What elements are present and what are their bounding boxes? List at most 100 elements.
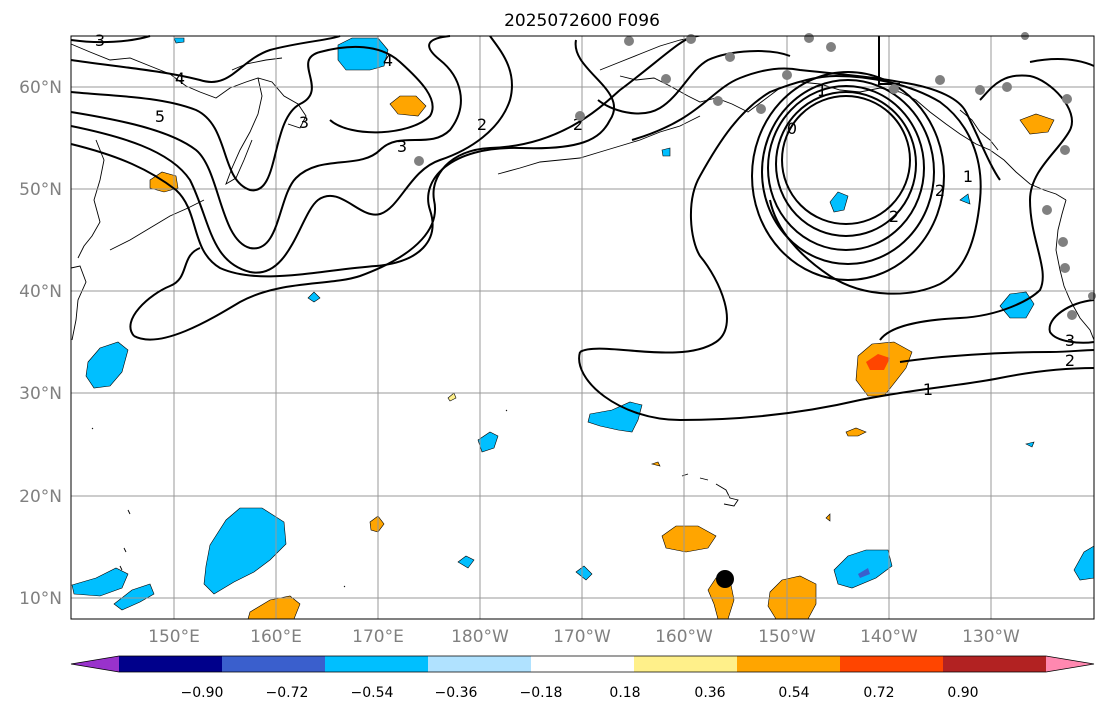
neg-anomaly-patch bbox=[959, 193, 971, 205]
contour-label: 2 bbox=[1065, 351, 1075, 370]
colorbar: −0.90 −0.72 −0.54 −0.36 −0.18 0.18 0.36 … bbox=[70, 655, 1095, 701]
contour-label: 0 bbox=[787, 119, 797, 138]
lat-tick-label: 50°N bbox=[19, 180, 62, 200]
station-dot bbox=[1058, 237, 1068, 247]
colorbar-tick-label: 0.54 bbox=[778, 685, 809, 701]
colorbar-tick-label: −0.18 bbox=[520, 685, 563, 701]
lat-tick-label: 60°N bbox=[19, 78, 62, 98]
contour-label: 3 bbox=[397, 137, 407, 156]
pos-anomaly-core bbox=[866, 354, 890, 370]
contour-label: 2 bbox=[935, 181, 945, 200]
coastline-asia bbox=[70, 43, 307, 129]
pos-anomaly-patch bbox=[650, 461, 661, 467]
contour-line bbox=[1048, 299, 1095, 344]
lon-tick-label: 140°W bbox=[860, 627, 918, 647]
contour-label: 3 bbox=[1065, 331, 1075, 350]
colorbar-segment bbox=[840, 656, 944, 672]
contour-label: 1 bbox=[963, 167, 973, 186]
colorbar-tick-label: −0.72 bbox=[266, 685, 309, 701]
contour-label: 2 bbox=[477, 115, 487, 134]
lon-axis-labels: 150°E 160°E 170°E 180°W 170°W 160°W 150°… bbox=[148, 627, 1020, 647]
lat-tick-label: 10°N bbox=[19, 589, 62, 609]
station-dot bbox=[1042, 205, 1052, 215]
station-dot bbox=[624, 36, 634, 46]
colorbar-segment bbox=[428, 656, 532, 672]
pos-anomaly-patch bbox=[447, 392, 457, 402]
colorbar-segment bbox=[943, 656, 1047, 672]
lon-tick-label: 160°W bbox=[655, 627, 713, 647]
contour-line bbox=[1029, 58, 1095, 67]
station-dot bbox=[1060, 263, 1070, 273]
colorbar-tick-label: 0.72 bbox=[863, 685, 894, 701]
neg-anomaly-patch bbox=[575, 565, 593, 581]
coastline-islands bbox=[91, 409, 508, 588]
station-dot bbox=[661, 74, 671, 84]
station-dot bbox=[804, 33, 814, 43]
contour-line bbox=[133, 35, 695, 341]
contour-label: 2 bbox=[573, 115, 583, 134]
pos-anomaly-patch bbox=[845, 427, 867, 437]
station-dot bbox=[782, 70, 792, 80]
contour-line bbox=[70, 35, 462, 250]
contour-label: 1 bbox=[817, 81, 827, 100]
contour-line bbox=[597, 50, 791, 115]
lon-tick-label: 170°W bbox=[553, 627, 611, 647]
station-dot bbox=[826, 42, 836, 52]
colorbar-tick-label: 0.36 bbox=[694, 685, 725, 701]
coastline-kurils bbox=[109, 199, 205, 251]
lat-tick-label: 40°N bbox=[19, 282, 62, 302]
contour-line bbox=[129, 247, 201, 337]
coastline-alaska bbox=[599, 35, 1067, 201]
colorbar-extend-high bbox=[1046, 656, 1094, 672]
pos-anomaly-patch bbox=[369, 515, 385, 533]
coastline-chukotka bbox=[231, 57, 283, 71]
colorbar-segment bbox=[737, 656, 841, 672]
coastline-aleutians bbox=[497, 115, 701, 175]
map-panel: 3 4 5 4 3 2 2 1 0 2 1 2 3 2 1 3 bbox=[70, 31, 1096, 620]
neg-anomaly-patch bbox=[457, 555, 475, 569]
colorbar-segment bbox=[325, 656, 429, 672]
station-dot bbox=[713, 96, 723, 106]
station-dot bbox=[1088, 292, 1096, 300]
lat-tick-label: 20°N bbox=[19, 487, 62, 507]
neg-anomaly-patch bbox=[833, 549, 893, 589]
colorbar-tick-label: 0.90 bbox=[947, 685, 978, 701]
contour-label: 3 bbox=[299, 113, 309, 132]
contour-lines bbox=[70, 35, 1095, 422]
pos-anomaly-patch bbox=[825, 513, 831, 522]
neg-anomaly-patch bbox=[1025, 441, 1035, 448]
contour-line bbox=[761, 79, 935, 265]
contour-label: 3 bbox=[95, 31, 105, 50]
colorbar-segment bbox=[119, 656, 223, 672]
contour-line bbox=[899, 349, 1095, 363]
contour-line bbox=[578, 351, 1095, 422]
contour-line bbox=[767, 85, 925, 251]
station-dot bbox=[414, 156, 424, 166]
colorbar-labels: −0.90 −0.72 −0.54 −0.36 −0.18 0.18 0.36 … bbox=[181, 685, 979, 701]
anomaly-fills bbox=[71, 37, 1095, 620]
coastline-sakhalin bbox=[77, 139, 105, 259]
contour-line bbox=[70, 35, 513, 274]
lon-tick-label: 130°W bbox=[962, 627, 1020, 647]
contour-label: 2 bbox=[889, 207, 899, 226]
station-dot bbox=[725, 52, 735, 62]
station-dot bbox=[756, 104, 766, 114]
center-marker bbox=[716, 570, 734, 588]
neg-anomaly-patch bbox=[337, 37, 389, 71]
contour-label: 4 bbox=[383, 51, 393, 70]
contour-line bbox=[775, 91, 917, 237]
lon-tick-label: 160°E bbox=[250, 627, 302, 647]
station-dot bbox=[1062, 94, 1072, 104]
station-dot bbox=[935, 75, 945, 85]
station-dot bbox=[1067, 310, 1077, 320]
colorbar-segment bbox=[222, 656, 326, 672]
coastline-hawaii bbox=[681, 473, 739, 507]
station-dot bbox=[575, 111, 585, 121]
colorbar-extend-low bbox=[71, 656, 119, 672]
neg-anomaly-patch bbox=[477, 431, 499, 453]
colorbar-tick-label: −0.36 bbox=[435, 685, 478, 701]
colorbar-tick-label: 0.18 bbox=[609, 685, 640, 701]
lon-tick-label: 170°E bbox=[352, 627, 404, 647]
pos-anomaly-patch bbox=[1019, 113, 1055, 135]
